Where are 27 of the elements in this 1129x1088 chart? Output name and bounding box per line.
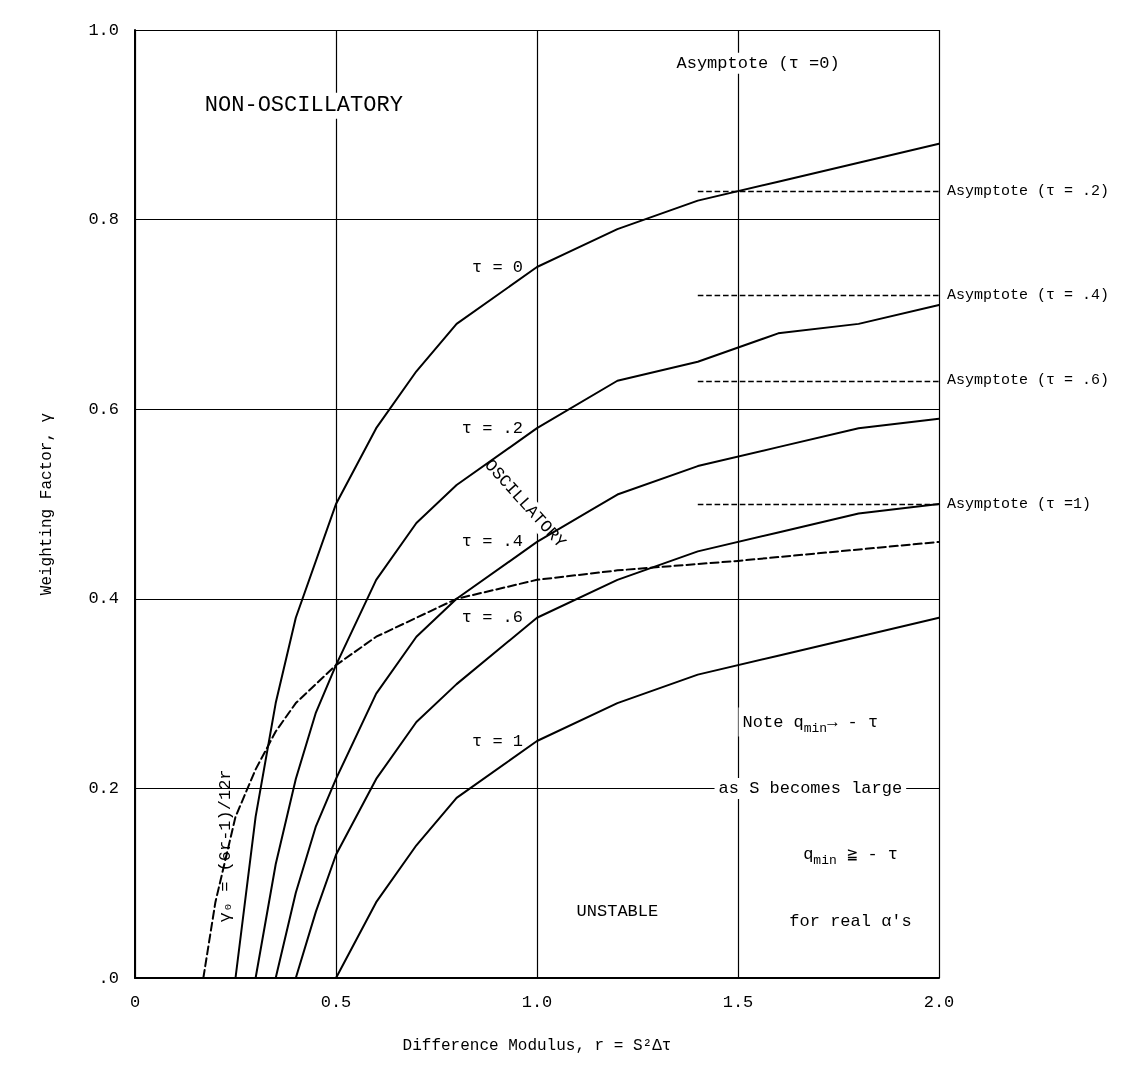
ref-line-label: Asymptote (τ =1) — [947, 495, 1092, 513]
x-tick-label: 1.5 — [722, 993, 754, 1012]
ref-line-label: Asymptote (τ = .6) — [947, 372, 1110, 390]
series-label: τ = .2 — [461, 418, 523, 438]
annotation: NON-OSCILLATORY — [204, 93, 403, 119]
x-tick-label: 2.0 — [923, 993, 955, 1012]
y-axis-title: Weighting Factor, γ — [38, 412, 56, 596]
text: γ₀ = (6r-1)/12r — [216, 769, 236, 923]
x-tick-label: 1.0 — [521, 993, 553, 1012]
x-tick-label: 0.5 — [320, 993, 352, 1012]
y-tick-label: .0 — [98, 968, 119, 988]
y-tick-label: 0.8 — [88, 210, 119, 230]
annotation: Asymptote (τ =0) — [676, 53, 840, 73]
annotation: as S becomes large — [718, 778, 903, 798]
y-tick-label: 0.2 — [88, 778, 119, 798]
annotation: UNSTABLE — [576, 902, 659, 922]
x-tick-label: 0 — [129, 993, 141, 1012]
series-label: τ = 0 — [471, 257, 523, 277]
annotation: for real α's — [789, 911, 912, 931]
series-label: τ = 1 — [471, 731, 523, 751]
series-label: τ = .6 — [461, 608, 523, 628]
y-tick-label: 0.4 — [88, 589, 119, 609]
y-tick-label: 1.0 — [88, 20, 119, 40]
ref-line-label: Asymptote (τ = .2) — [947, 182, 1110, 200]
y-tick-label: 0.6 — [88, 399, 119, 419]
ref-line-label: Asymptote (τ = .4) — [947, 286, 1110, 304]
x-axis-title: Difference Modulus, r = S²Δτ — [402, 1037, 672, 1055]
